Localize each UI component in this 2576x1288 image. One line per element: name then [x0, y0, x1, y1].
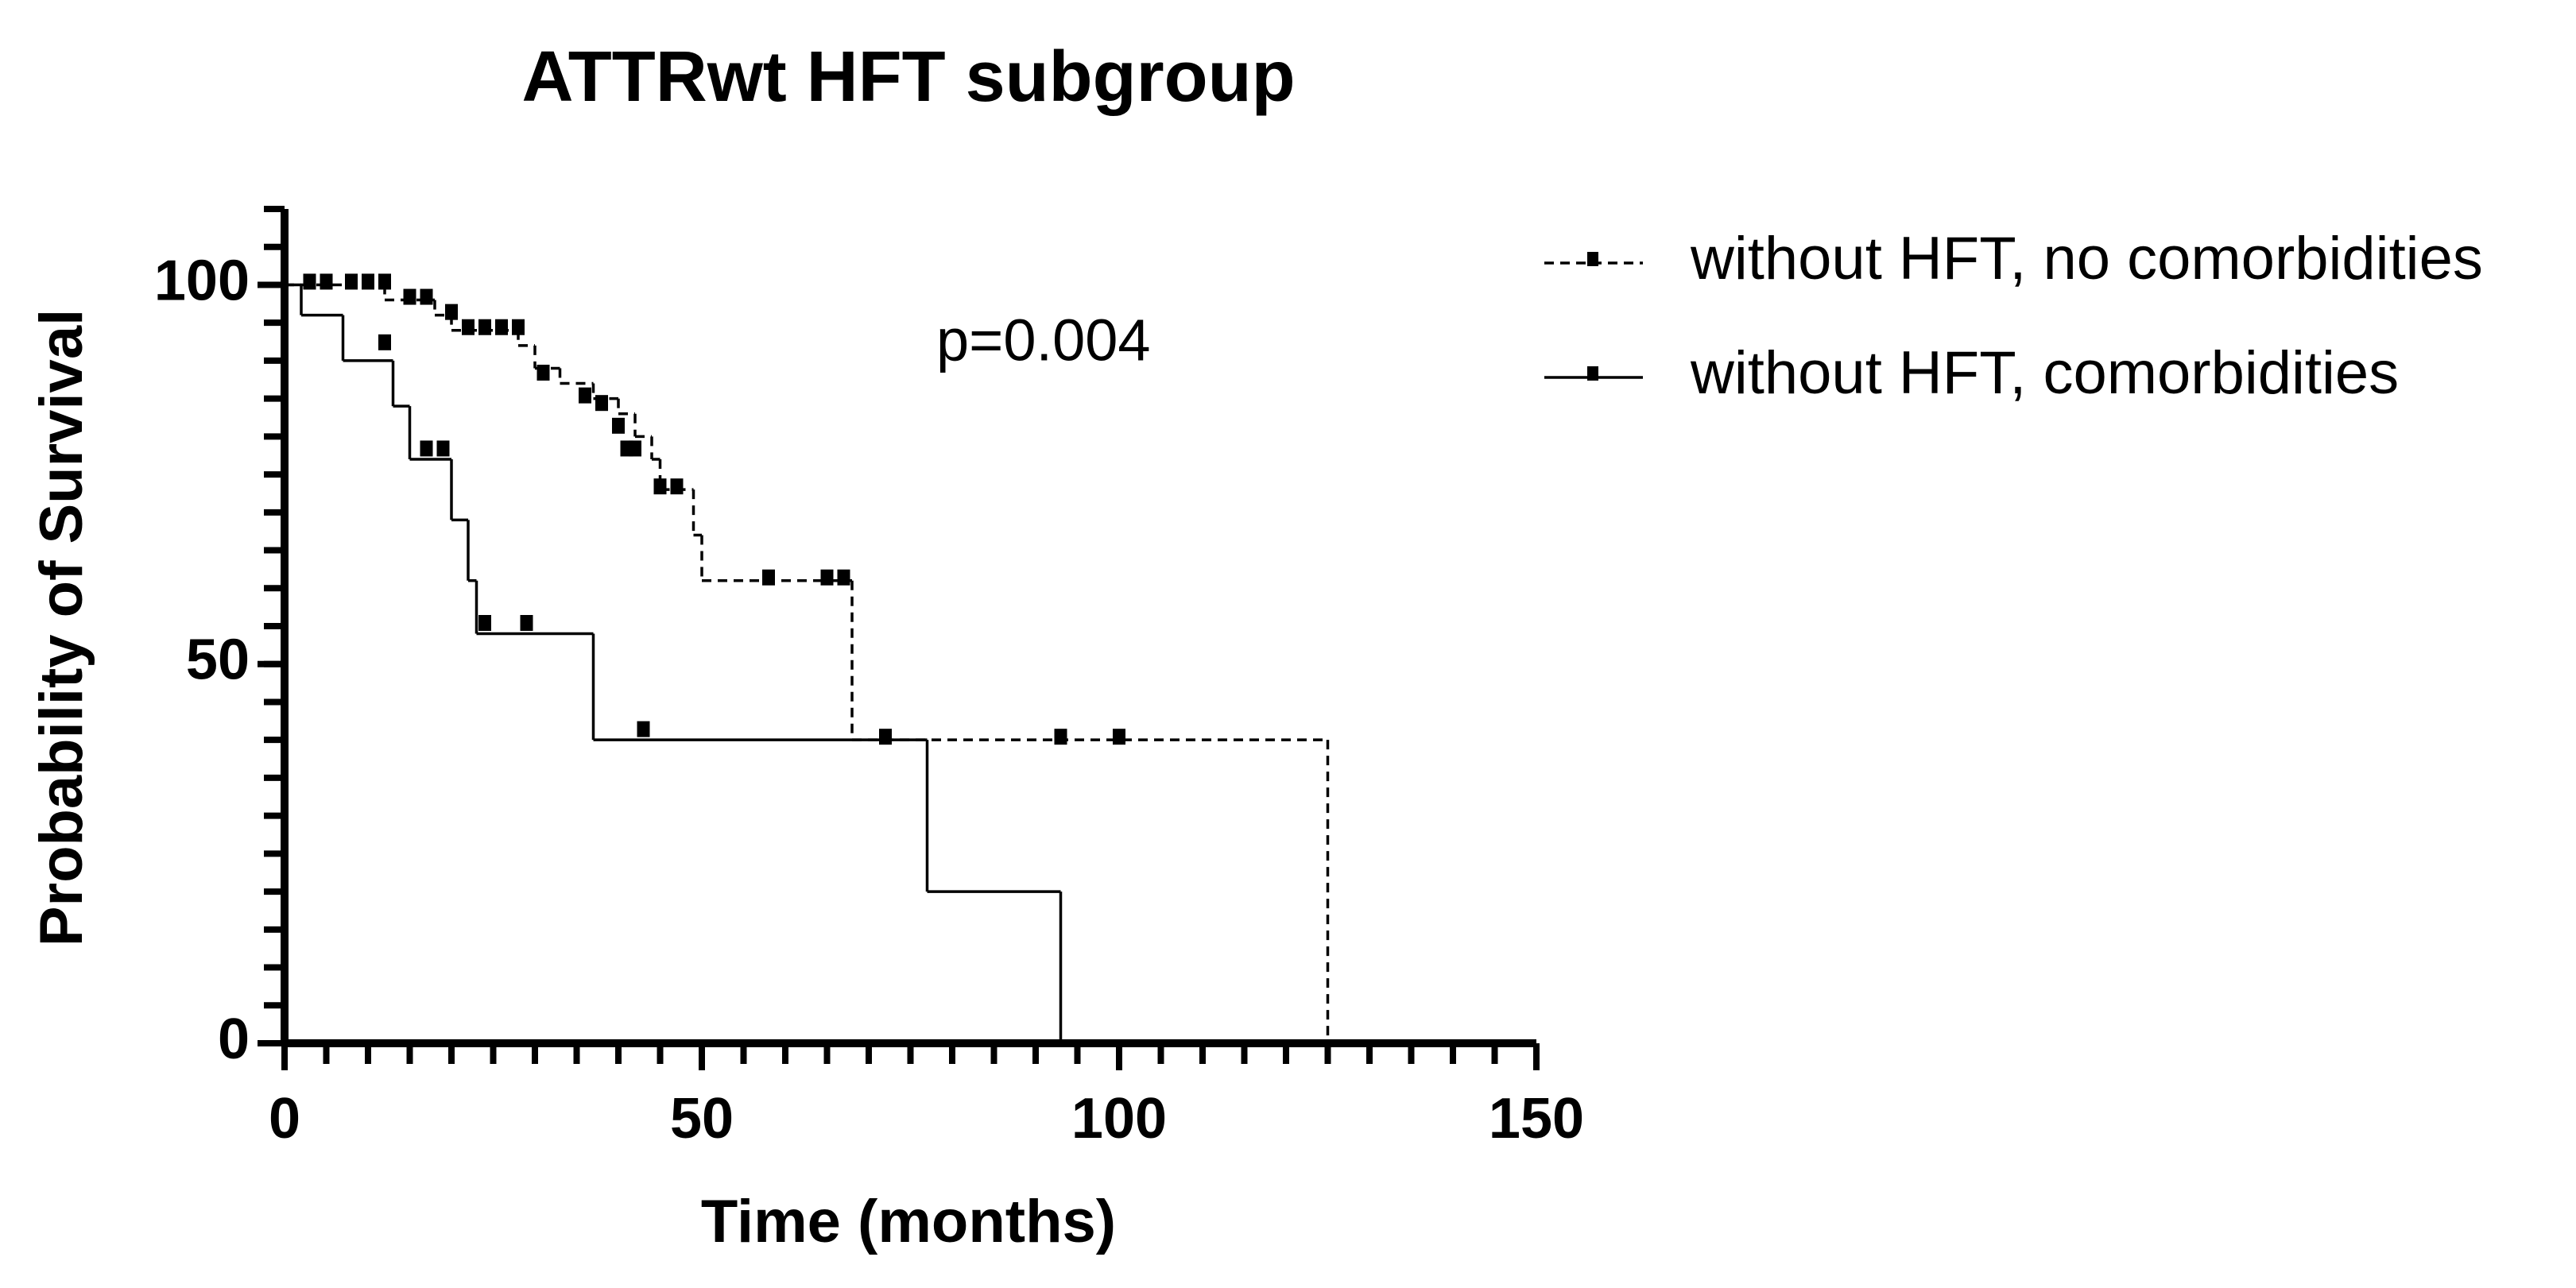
y-tick-label: 100	[154, 249, 250, 312]
censor-mark	[420, 440, 433, 457]
censor-mark	[879, 729, 892, 745]
censor-mark	[820, 569, 834, 586]
censor-mark	[345, 273, 358, 290]
censor-mark	[478, 319, 491, 335]
censor-mark	[629, 440, 641, 457]
legend-label: without HFT, comorbidities	[1690, 339, 2399, 407]
censor-mark	[637, 721, 650, 737]
x-tick-label: 100	[1071, 1087, 1167, 1151]
censor-mark	[512, 319, 525, 335]
censor-mark	[378, 334, 391, 350]
x-tick-label: 50	[670, 1087, 734, 1151]
legend-censor	[1587, 366, 1598, 381]
censor-mark	[1054, 729, 1067, 745]
censor-mark	[378, 273, 391, 290]
censor-mark	[579, 387, 591, 404]
censor-mark	[612, 417, 625, 434]
legend-label: without HFT, no comorbidities	[1690, 225, 2483, 292]
x-axis-label: Time (months)	[701, 1188, 1116, 1255]
legend-censor	[1587, 252, 1598, 266]
x-tick-label: 150	[1489, 1087, 1584, 1151]
censor-mark	[436, 440, 450, 457]
annotation: p=0.004	[936, 307, 1151, 373]
censor-mark	[762, 569, 775, 586]
censor-mark	[595, 395, 608, 412]
censor-mark	[362, 273, 374, 290]
censor-mark	[462, 319, 475, 335]
censor-mark	[303, 273, 316, 290]
censor-mark	[837, 569, 850, 586]
chart-title: ATTRwt HFT subgroup	[521, 37, 1295, 117]
y-axis-label: Probability of Survival	[28, 309, 95, 946]
censor-mark	[537, 365, 550, 381]
censor-mark	[1113, 729, 1125, 745]
censor-mark	[520, 615, 533, 631]
censor-mark	[320, 273, 333, 290]
censor-mark	[478, 615, 491, 631]
censor-mark	[653, 478, 667, 495]
censor-mark	[670, 478, 684, 495]
censor-mark	[403, 288, 416, 305]
censor-mark	[420, 288, 433, 305]
y-tick-label: 0	[218, 1008, 250, 1071]
censor-mark	[445, 304, 458, 320]
y-tick-label: 50	[186, 629, 250, 692]
x-tick-label: 0	[269, 1087, 300, 1151]
censor-mark	[495, 319, 508, 335]
